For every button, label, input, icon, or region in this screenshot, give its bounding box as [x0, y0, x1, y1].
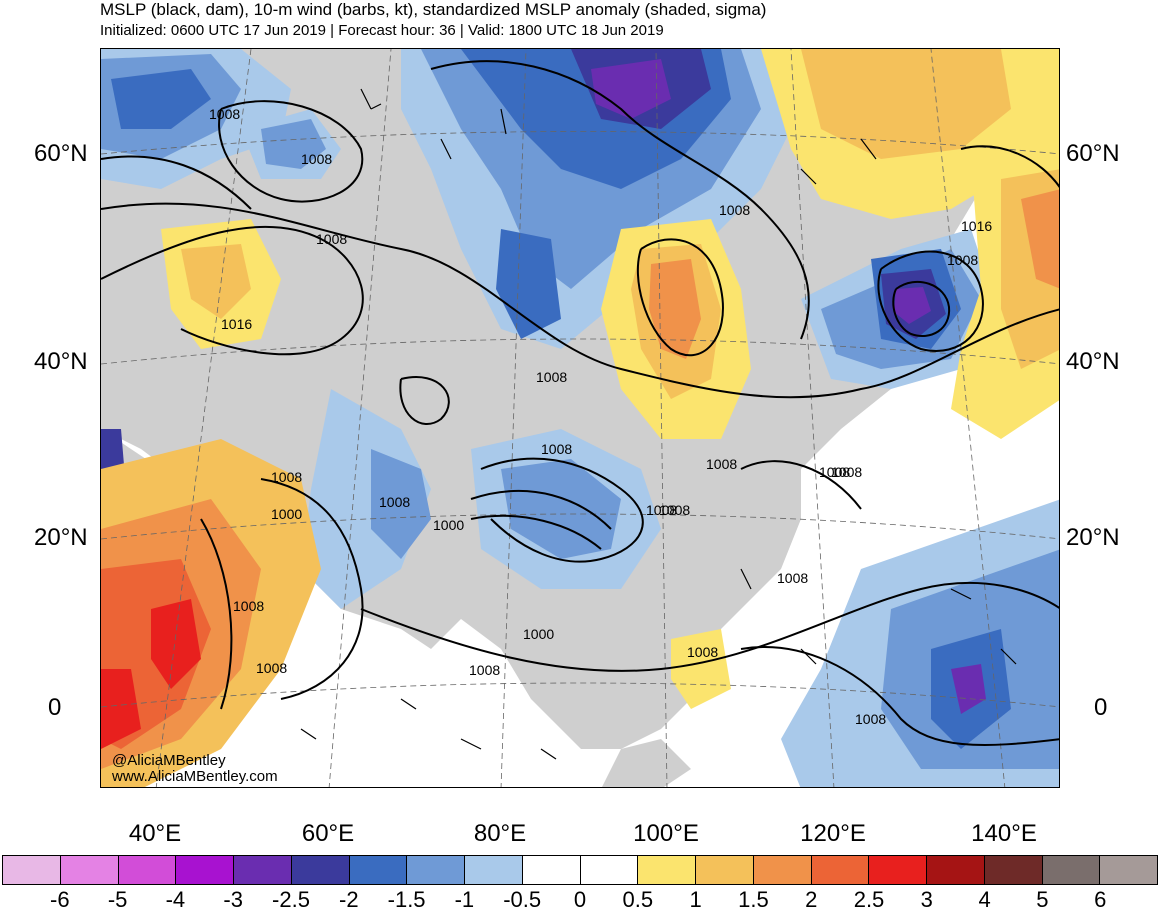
- isobar-label: 1008: [706, 456, 737, 472]
- colorbar-cell: [1100, 856, 1157, 884]
- lat-label-eq-right: 0: [1094, 694, 1108, 721]
- isobar-label: 1008: [777, 570, 808, 586]
- colorbar-cell: [3, 856, 61, 884]
- colorbar-tick-label: 1.5: [738, 887, 769, 912]
- isobar-label: 1008: [947, 252, 978, 268]
- colorbar-cell: [176, 856, 234, 884]
- lat-label-40n-left: 40°N: [34, 348, 88, 375]
- colorbar-tick-label: -2: [339, 887, 359, 912]
- watermark-handle: @AliciaMBentley: [112, 752, 226, 769]
- colorbar-cell: [60, 856, 119, 884]
- lon-label-80e: 80°E: [473, 820, 527, 847]
- colorbar-cell: [984, 856, 1043, 884]
- isobar-label: 1008: [301, 151, 332, 167]
- lon-label-60e: 60°E: [301, 820, 355, 847]
- colorbar-cell: [407, 856, 465, 884]
- colorbar-cell: [927, 856, 985, 884]
- colorbar-cell: [638, 856, 696, 884]
- chart-title: MSLP (black, dam), 10-m wind (barbs, kt)…: [100, 0, 767, 19]
- lat-label-60n-right: 60°N: [1066, 140, 1120, 167]
- colorbar-cell: [869, 856, 927, 884]
- lon-label-140e: 140°E: [971, 820, 1037, 847]
- watermark-url: www.AliciaMBentley.com: [112, 768, 278, 785]
- colorbar-tick-label: -6: [50, 887, 70, 912]
- lon-label-40e: 40°E: [128, 820, 182, 847]
- colorbar-cell: [753, 856, 812, 884]
- isobar-label: 1008: [831, 464, 862, 480]
- lat-label-20n-right: 20°N: [1066, 524, 1120, 551]
- isobar-label: 1000: [271, 506, 302, 522]
- isobar-label: 1016: [961, 218, 992, 234]
- isobar-label: 1008: [536, 369, 567, 385]
- lat-label-eq-left: 0: [48, 694, 62, 721]
- colorbar-cell: [522, 856, 581, 884]
- colorbar-cell: [291, 856, 350, 884]
- colorbar-cell: [811, 856, 870, 884]
- isobar-label: 1008: [541, 441, 572, 457]
- colorbar-tick-label: 4: [978, 887, 991, 912]
- colorbar-tick-label: -2.5: [272, 887, 310, 912]
- isobar-label: 1008: [233, 598, 264, 614]
- colorbar-tick-label: 0: [573, 887, 587, 912]
- chart-subtitle: Initialized: 0600 UTC 17 Jun 2019 | Fore…: [100, 22, 664, 39]
- colorbar-tick-label: 5: [1036, 887, 1049, 912]
- colorbar-tick-label: 2.5: [853, 887, 885, 912]
- colorbar-tick-label: 0.5: [622, 887, 654, 912]
- lat-label-40n-right: 40°N: [1066, 348, 1120, 375]
- isobar-label: 1008: [256, 660, 287, 676]
- colorbar-tick-label: 6: [1094, 887, 1107, 912]
- isobar-labels: 1008 1008 1008 1016 1008 1008 1008 1008 …: [209, 106, 992, 727]
- colorbar-cell: [118, 856, 177, 884]
- colorbar-tick-label: 1: [689, 887, 702, 912]
- isobar-label: 1008: [719, 202, 750, 218]
- isobar-label: 1008: [209, 106, 240, 122]
- colorbar-tick-label: -1: [454, 887, 475, 912]
- colorbar-tick-label: -5: [107, 887, 128, 912]
- colorbar-tick-label: -4: [165, 887, 186, 912]
- isobar-label: 1008: [659, 502, 690, 518]
- wind-barbs: [300, 88, 1017, 760]
- colorbar-cell: [696, 856, 754, 884]
- colorbar-tick-label: -3: [223, 887, 243, 912]
- isobar-label: 1008: [316, 231, 347, 247]
- isobar-label: 1016: [221, 316, 252, 332]
- isobar-label: 1008: [379, 494, 410, 510]
- lat-label-20n-left: 20°N: [34, 524, 88, 551]
- colorbar-tick-label: -0.5: [503, 887, 542, 912]
- colorbar-cell: [1042, 856, 1101, 884]
- map-panel: 1008 1008 1008 1016 1008 1008 1008 1008 …: [100, 48, 1060, 788]
- isobar-label: 1008: [646, 502, 677, 518]
- colorbar-cell: [580, 856, 639, 884]
- colorbar-cell: [234, 856, 292, 884]
- isobar-label: 1000: [433, 517, 464, 533]
- colorbar: [2, 855, 1158, 885]
- isobar-label: 1008: [855, 711, 886, 727]
- colorbar-tick-label: 3: [920, 887, 933, 912]
- isobar-label: 1008: [687, 644, 718, 660]
- colorbar-tick-label: -1.5: [387, 887, 426, 912]
- isobar-label: 1008: [819, 464, 850, 480]
- isobar-label: 1008: [271, 469, 302, 485]
- isobar-label: 1000: [523, 626, 554, 642]
- lon-label-120e: 120°E: [800, 820, 866, 847]
- colorbar-cell: [465, 856, 523, 884]
- map-canvas: 1008 1008 1008 1016 1008 1008 1008 1008 …: [101, 49, 1059, 787]
- colorbar-cell: [349, 856, 408, 884]
- isobar-label: 1008: [469, 662, 500, 678]
- graticule: [101, 49, 1059, 787]
- isobars: [101, 60, 1059, 746]
- lat-label-60n-left: 60°N: [34, 140, 88, 167]
- negative-anomaly-shading: [101, 49, 1059, 787]
- colorbar-tick-label: 2: [805, 887, 818, 912]
- lon-label-100e: 100°E: [633, 820, 699, 847]
